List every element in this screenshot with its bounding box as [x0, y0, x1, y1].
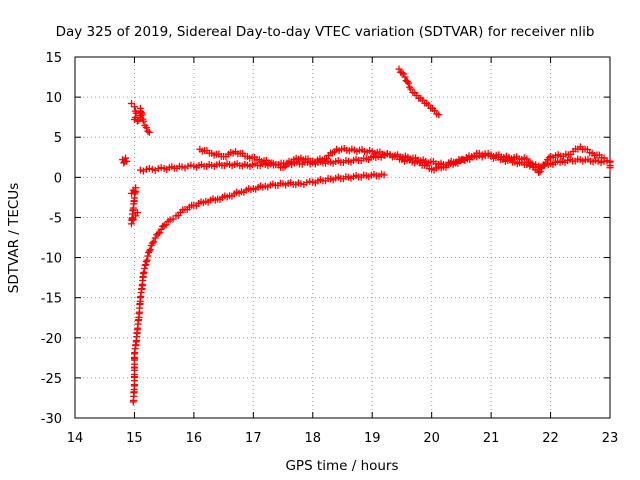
data-point	[380, 171, 388, 179]
data-point	[123, 157, 131, 165]
x-tick-label: 16	[186, 431, 203, 446]
data-point	[130, 103, 138, 111]
data-point	[528, 160, 536, 168]
data-point	[142, 258, 150, 266]
data-point	[542, 159, 550, 167]
x-tick-label: 20	[423, 431, 440, 446]
data-point	[144, 127, 152, 135]
data-point	[127, 220, 135, 228]
y-tick-label: -30	[41, 412, 62, 427]
data-point	[145, 128, 153, 136]
y-tick-label: 5	[54, 131, 62, 146]
y-tick-label: 10	[45, 91, 62, 106]
data-point	[139, 117, 147, 125]
plot-frame	[74, 56, 611, 419]
y-tick-label: -5	[49, 211, 62, 226]
x-tick-label: 15	[126, 431, 143, 446]
x-axis-label: GPS time / hours	[285, 458, 398, 474]
x-tick-label: 21	[483, 431, 500, 446]
x-tick-label: 19	[364, 431, 381, 446]
data-point	[404, 79, 412, 87]
grid	[75, 57, 610, 418]
data-point	[143, 256, 151, 264]
data-point	[395, 65, 403, 73]
data-point	[156, 229, 164, 237]
data-point	[401, 73, 409, 81]
x-tick-label: 23	[602, 431, 619, 446]
data-point	[403, 78, 411, 86]
data-point	[133, 117, 141, 125]
y-axis-label: SDTVAR / TECUs	[6, 183, 22, 293]
data-point	[148, 239, 156, 247]
data-point	[129, 216, 137, 224]
data-point	[281, 163, 289, 171]
data-point	[536, 168, 544, 176]
data-point	[135, 116, 143, 124]
data-point	[159, 222, 167, 230]
data-point	[541, 161, 549, 169]
data-point	[151, 234, 159, 242]
y-tick-label: -20	[41, 332, 62, 347]
data-point	[399, 70, 407, 78]
data-point	[133, 209, 141, 217]
x-tick-label: 22	[542, 431, 559, 446]
data-point	[606, 164, 614, 172]
chart-title: Day 325 of 2019, Sidereal Day-to-day VTE…	[56, 24, 595, 40]
data-point	[146, 246, 154, 254]
y-tick-label: -15	[41, 292, 62, 307]
y-tick-label: 0	[54, 171, 62, 186]
data-point	[145, 247, 153, 255]
data-point	[154, 229, 162, 237]
data-points	[119, 65, 614, 406]
data-point	[150, 238, 158, 246]
data-point	[142, 124, 150, 132]
x-tick-label: 14	[67, 431, 84, 446]
x-tick-label: 18	[305, 431, 322, 446]
data-point	[535, 169, 543, 177]
data-point	[144, 252, 152, 260]
data-point	[435, 111, 443, 119]
y-tick-label: -25	[41, 372, 62, 387]
axis-ticks: 14 15 16 17 18 19 20 21 22 23 -30 -25 -20 -15 -10 -5 0 5 1…	[41, 51, 619, 446]
data-point	[398, 69, 406, 77]
data-point	[122, 154, 130, 162]
x-tick-label: 17	[245, 431, 262, 446]
y-tick-label: -10	[41, 252, 62, 267]
y-tick-label: 15	[45, 51, 62, 66]
